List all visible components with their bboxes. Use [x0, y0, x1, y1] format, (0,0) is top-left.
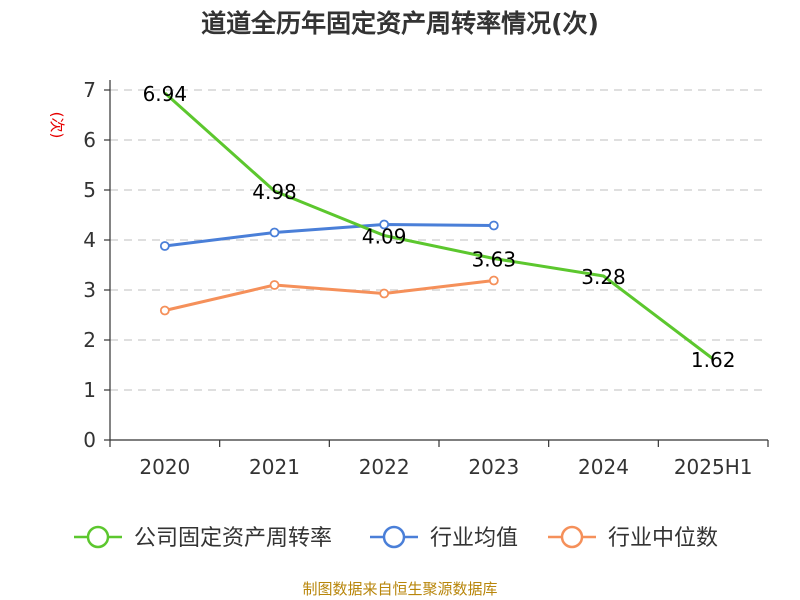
data-point: [159, 305, 170, 316]
legend-marker: [560, 525, 584, 549]
data-label: 4.09: [362, 225, 407, 249]
x-tick-label: 2025H1: [674, 455, 753, 479]
grid-lines: [110, 89, 768, 391]
data-point: [269, 227, 280, 238]
chart-title: 道道全历年固定资产周转率情况(次): [201, 9, 599, 38]
data-point: [269, 280, 280, 290]
series-line-0: [163, 91, 715, 361]
y-tick-label: 1: [83, 378, 96, 402]
data-point: [488, 275, 499, 286]
axes: 0 1 2 3 4 5 6 7 2020 2021 2022 2023 2024 2025H1: [83, 78, 769, 479]
x-tick-label: 2023: [468, 455, 519, 479]
legend-label: 公司固定资产周转率: [134, 526, 332, 551]
data-label: 4.98: [252, 180, 297, 204]
legend-marker: [382, 525, 406, 549]
y-tick-label: 2: [83, 328, 96, 352]
data-label: 1.62: [691, 348, 736, 372]
x-tick-label: 2020: [139, 455, 190, 479]
y-tick-label: 0: [83, 428, 96, 452]
x-tick-label: 2024: [578, 455, 629, 479]
data-label: 3.28: [581, 265, 626, 289]
data-point: [379, 288, 390, 299]
y-tick-label: 3: [83, 278, 96, 302]
data-label: 3.63: [472, 248, 517, 272]
data-point: [488, 220, 499, 231]
series-lines: [159, 91, 715, 361]
legend: 公司固定资产周转率 行业均值 行业中位数: [74, 525, 718, 551]
y-tick-label: 7: [83, 78, 96, 102]
data-label: 6.94: [143, 82, 188, 106]
source-note: 制图数据来自恒生聚源数据库: [302, 580, 497, 598]
data-point: [379, 219, 390, 230]
data-labels: 6.94 4.98 4.09 3.63 3.28 1.62: [143, 82, 736, 372]
y-axis-unit-label: (次): [48, 112, 66, 139]
legend-label: 行业均值: [430, 526, 518, 551]
legend-label: 行业中位数: [608, 526, 718, 551]
x-tick-label: 2021: [249, 455, 300, 479]
y-tick-label: 4: [83, 228, 96, 252]
x-tick-label: 2022: [359, 455, 410, 479]
legend-marker: [86, 525, 110, 549]
data-point: [159, 241, 170, 251]
series-line-1: [164, 223, 494, 248]
y-tick-label: 6: [83, 128, 96, 152]
y-tick-label: 5: [83, 178, 96, 202]
series-line-2: [164, 279, 495, 312]
